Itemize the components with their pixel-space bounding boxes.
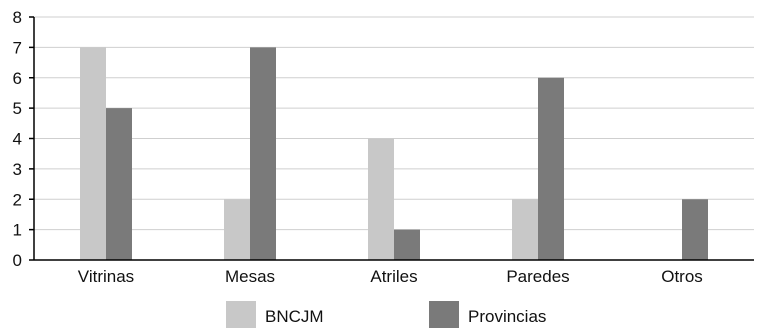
- bar-bncjm-mesas: [224, 199, 250, 260]
- x-tick-label: Atriles: [370, 267, 417, 286]
- bar-provincias-mesas: [250, 47, 276, 260]
- y-tick-label: 1: [13, 221, 22, 240]
- bar-bncjm-atriles: [368, 138, 394, 260]
- x-tick-label: Otros: [661, 267, 703, 286]
- bar-provincias-otros: [682, 199, 708, 260]
- y-tick-label: 6: [13, 69, 22, 88]
- bar-provincias-vitrinas: [106, 108, 132, 260]
- y-tick-label: 5: [13, 99, 22, 118]
- y-tick-label: 2: [13, 190, 22, 209]
- y-tick-label: 0: [13, 251, 22, 270]
- bar-provincias-atriles: [394, 229, 420, 260]
- legend-label-bncjm: BNCJM: [265, 307, 324, 326]
- x-tick-label: Paredes: [506, 267, 569, 286]
- x-tick-label: Mesas: [225, 267, 275, 286]
- y-tick-label: 7: [13, 38, 22, 57]
- x-tick-label: Vitrinas: [78, 267, 134, 286]
- bar-bncjm-vitrinas: [80, 47, 106, 260]
- y-axis-ticks: 0 1 2 3 4 5 6 7 8: [13, 8, 34, 270]
- y-tick-label: 3: [13, 160, 22, 179]
- bar-bncjm-paredes: [512, 199, 538, 260]
- x-axis-labels: Vitrinas Mesas Atriles Paredes Otros: [78, 267, 703, 286]
- bars: [80, 47, 708, 260]
- legend-swatch-bncjm: [226, 301, 256, 328]
- bar-provincias-paredes: [538, 77, 564, 260]
- y-tick-label: 8: [13, 8, 22, 27]
- legend: BNCJM Provincias: [226, 301, 546, 328]
- legend-swatch-provincias: [429, 301, 459, 328]
- y-tick-label: 4: [13, 130, 22, 149]
- legend-label-provincias: Provincias: [468, 307, 546, 326]
